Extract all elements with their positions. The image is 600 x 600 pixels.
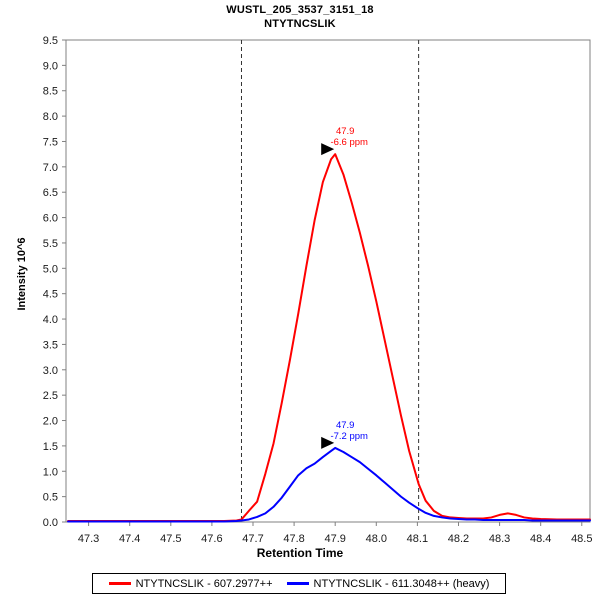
legend-swatch-heavy xyxy=(286,582,309,585)
series-line-light[interactable] xyxy=(67,153,591,522)
y-tick-label: 0.0 xyxy=(43,517,58,529)
x-tick-label: 48.3 xyxy=(489,533,510,545)
y-tick-label: 9.0 xyxy=(43,60,58,72)
heavy-peak-annotation-marker-icon xyxy=(321,436,335,449)
y-tick-label: 9.5 xyxy=(43,35,58,47)
chart-legend: NTYTNCSLIK - 607.2977++ NTYTNCSLIK - 611… xyxy=(92,573,506,594)
x-axis-label: Retention Time xyxy=(256,546,344,560)
x-tick-label: 47.7 xyxy=(242,533,263,545)
light-peak-annotation-marker-icon xyxy=(321,143,335,156)
y-tick-label: 4.5 xyxy=(43,289,58,301)
y-tick-label: 0.5 xyxy=(43,492,58,504)
y-tick-label: 8.5 xyxy=(43,86,58,98)
x-tick-label: 47.3 xyxy=(78,533,99,545)
y-tick-label: 8.0 xyxy=(43,111,58,123)
x-tick-label: 48.5 xyxy=(571,533,592,545)
y-tick-label: 1.5 xyxy=(43,441,58,453)
x-tick-label: 47.8 xyxy=(283,533,304,545)
x-tick-label: 47.9 xyxy=(324,533,345,545)
chart-title: WUSTL_205_3537_3151_18 NTYTNCSLIK xyxy=(0,3,600,31)
heavy-peak-annotation-ppm: -7.2 ppm xyxy=(330,431,368,442)
x-tick-label: 48.2 xyxy=(448,533,469,545)
legend-label-heavy: NTYTNCSLIK - 611.3048++ (heavy) xyxy=(313,577,490,590)
x-tick-label: 47.5 xyxy=(160,533,181,545)
light-peak-annotation-ppm: -6.6 ppm xyxy=(330,137,368,148)
y-tick-label: 6.5 xyxy=(43,187,58,199)
x-tick-label: 47.6 xyxy=(201,533,222,545)
legend-swatch-light xyxy=(108,582,131,585)
legend-item-heavy[interactable]: NTYTNCSLIK - 611.3048++ (heavy) xyxy=(286,577,490,590)
y-tick-label: 6.0 xyxy=(43,213,58,225)
x-tick-label: 48.1 xyxy=(407,533,428,545)
y-tick-label: 2.5 xyxy=(43,390,58,402)
plot-frame xyxy=(65,39,591,523)
y-tick-label: 5.5 xyxy=(43,238,58,250)
legend-label-light: NTYTNCSLIK - 607.2977++ xyxy=(135,577,273,590)
light-peak-annotation-rt: 47.9 xyxy=(336,126,355,137)
chart-title-line-1: WUSTL_205_3537_3151_18 xyxy=(226,4,374,16)
heavy-peak-annotation-rt: 47.9 xyxy=(336,420,355,431)
legend-item-light[interactable]: NTYTNCSLIK - 607.2977++ xyxy=(108,577,273,590)
x-tick-label: 48.0 xyxy=(366,533,387,545)
y-tick-label: 4.0 xyxy=(43,314,58,326)
x-tick-label: 47.4 xyxy=(119,533,140,545)
y-tick-label: 2.0 xyxy=(43,416,58,428)
y-tick-label: 1.0 xyxy=(43,466,58,478)
y-tick-label: 7.5 xyxy=(43,136,58,148)
x-tick-label: 48.4 xyxy=(530,533,551,545)
y-tick-label: 3.0 xyxy=(43,365,58,377)
y-tick-label: 5.0 xyxy=(43,263,58,275)
series-line-heavy[interactable] xyxy=(67,446,591,523)
chart-title-line-2: NTYTNCSLIK xyxy=(264,18,336,30)
y-tick-label: 7.0 xyxy=(43,162,58,174)
y-tick-label: 3.5 xyxy=(43,339,58,351)
